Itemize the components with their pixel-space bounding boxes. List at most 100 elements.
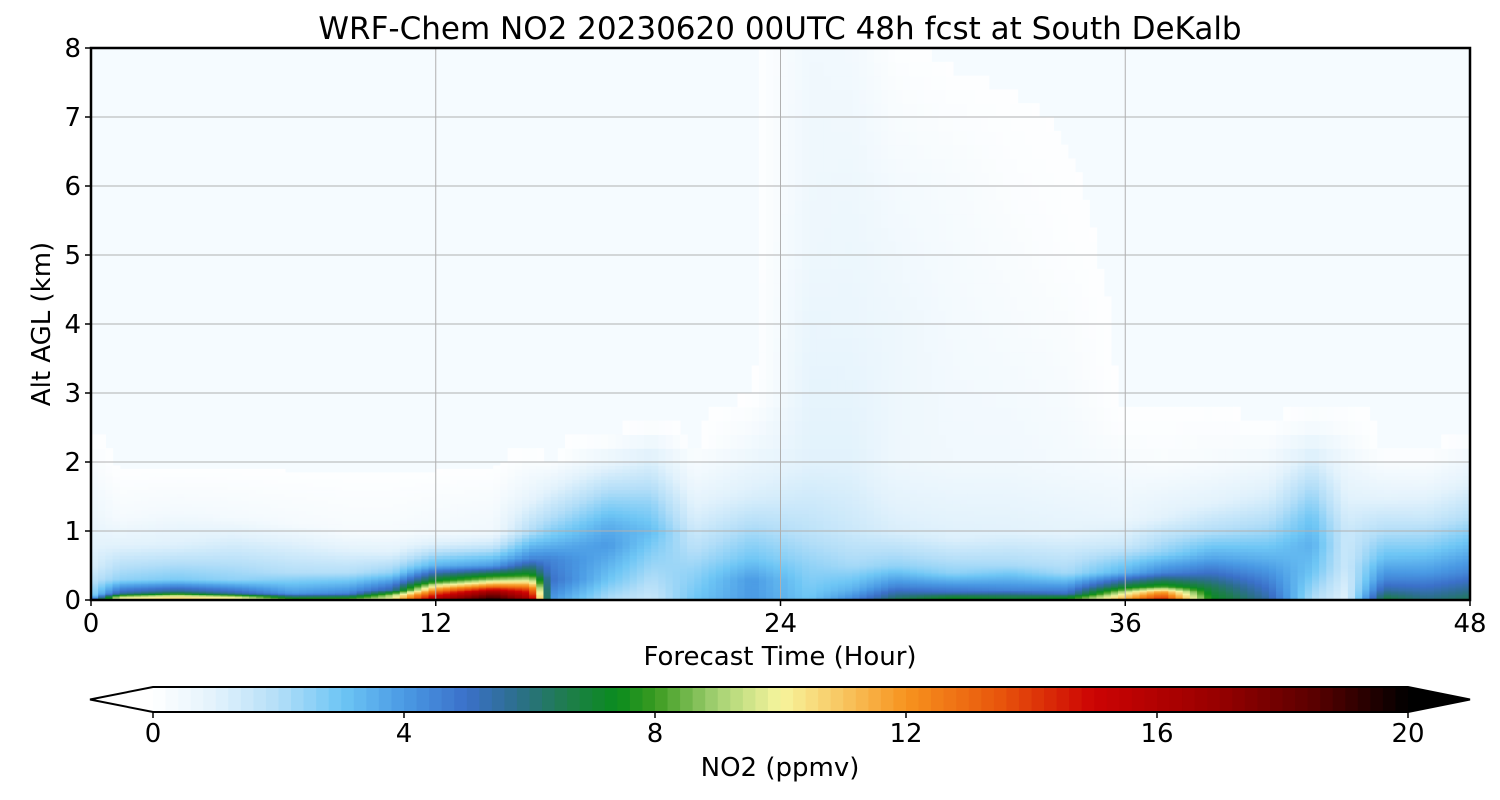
no2-cell — [184, 472, 192, 476]
no2-cell — [285, 507, 293, 511]
no2-cell — [457, 541, 465, 545]
no2-cell — [421, 521, 429, 525]
no2-cell — [113, 524, 121, 528]
no2-cell — [163, 476, 171, 480]
no2-cell — [543, 555, 551, 559]
no2-cell — [608, 500, 616, 504]
no2-cell — [235, 541, 243, 545]
no2-cell — [249, 500, 257, 504]
no2-cell — [105, 548, 113, 552]
no2-cell — [350, 486, 358, 490]
no2-cell — [587, 476, 595, 480]
no2-cell — [235, 517, 243, 521]
no2-cell — [199, 493, 207, 497]
no2-cell — [543, 503, 551, 507]
no2-cell — [572, 503, 580, 507]
no2-cell — [184, 534, 192, 538]
no2-cell — [163, 514, 171, 518]
no2-cell — [378, 548, 386, 552]
no2-cell — [350, 490, 358, 494]
no2-cell — [184, 538, 192, 542]
no2-cell — [543, 524, 551, 528]
no2-cell — [177, 483, 185, 487]
no2-cell — [543, 486, 551, 490]
no2-cell — [443, 497, 451, 501]
no2-cell — [306, 545, 314, 549]
no2-cell — [587, 517, 595, 521]
no2-cell — [493, 517, 501, 521]
no2-cell — [127, 548, 135, 552]
no2-cell — [615, 476, 623, 480]
no2-cell — [271, 524, 279, 528]
no2-cell — [594, 434, 602, 448]
no2-cell — [299, 552, 307, 556]
no2-cell — [529, 541, 537, 545]
no2-cell — [350, 514, 358, 518]
no2-cell — [199, 524, 207, 528]
no2-cell — [472, 479, 480, 483]
no2-cell — [508, 497, 516, 501]
no2-cell — [472, 483, 480, 487]
no2-cell — [551, 500, 559, 504]
no2-cell — [113, 472, 121, 476]
no2-cell — [543, 507, 551, 511]
no2-cell — [120, 531, 128, 535]
no2-cell — [601, 541, 609, 545]
no2-cell — [242, 517, 250, 521]
no2-cell — [486, 517, 494, 521]
no2-cell — [500, 552, 508, 556]
no2-cell — [551, 493, 559, 497]
no2-cell — [572, 497, 580, 501]
no2-cell — [192, 490, 200, 494]
no2-cell — [493, 555, 501, 559]
no2-cell — [464, 507, 472, 511]
no2-cell — [314, 500, 322, 504]
no2-cell — [371, 479, 379, 483]
no2-cell — [141, 493, 149, 497]
no2-cell — [314, 490, 322, 494]
no2-cell — [278, 514, 286, 518]
no2-cell — [421, 476, 429, 480]
no2-cell — [543, 517, 551, 521]
no2-cell — [271, 521, 279, 525]
no2-cell — [235, 531, 243, 535]
no2-cell — [271, 514, 279, 518]
no2-cell — [414, 507, 422, 511]
no2-cell — [249, 541, 257, 545]
no2-cell — [127, 500, 135, 504]
no2-cell — [400, 555, 408, 559]
no2-cell — [450, 486, 458, 490]
no2-cell — [98, 469, 106, 473]
no2-cell — [493, 490, 501, 494]
no2-cell — [536, 500, 544, 504]
no2-cell — [558, 476, 566, 480]
no2-cell — [508, 538, 516, 542]
no2-cell — [486, 538, 494, 542]
no2-cell — [113, 486, 121, 490]
no2-cell — [263, 476, 271, 480]
no2-cell — [407, 552, 415, 556]
no2-cell — [314, 497, 322, 501]
no2-cell — [299, 479, 307, 483]
no2-cell — [127, 534, 135, 538]
no2-cell — [479, 548, 487, 552]
no2-cell — [393, 538, 401, 542]
no2-cell — [615, 534, 623, 538]
no2-cell — [271, 476, 279, 480]
no2-cell — [342, 510, 350, 514]
no2-cell — [421, 552, 429, 556]
no2-cell — [615, 434, 623, 448]
no2-cell — [199, 483, 207, 487]
no2-cell — [594, 521, 602, 525]
no2-cell — [134, 472, 142, 476]
no2-cell — [378, 534, 386, 538]
no2-cell — [242, 524, 250, 528]
no2-cell — [184, 469, 192, 473]
no2-cell — [493, 521, 501, 525]
no2-cell — [364, 555, 372, 559]
no2-cell — [321, 493, 329, 497]
no2-cell — [105, 524, 113, 528]
no2-cell — [335, 479, 343, 483]
no2-cell — [192, 541, 200, 545]
no2-cell — [500, 517, 508, 521]
